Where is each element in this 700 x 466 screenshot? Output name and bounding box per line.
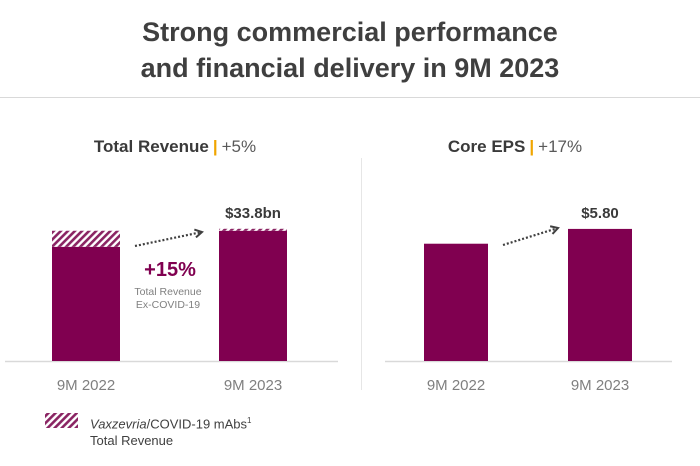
revenue-arrow bbox=[134, 232, 202, 248]
pipe-separator: | bbox=[529, 137, 535, 156]
legend-name-line-2: Total Revenue bbox=[90, 433, 174, 449]
annotation-value: +15% bbox=[144, 259, 196, 281]
eps-bar bbox=[568, 228, 632, 361]
revenue-x-tick: 9M 2023 bbox=[224, 377, 282, 394]
revenue-bar-core bbox=[219, 230, 287, 361]
eps-arrow bbox=[502, 228, 558, 247]
annotation-line-1: Total Revenue bbox=[134, 286, 201, 298]
revenue-bar-core bbox=[52, 246, 120, 361]
revenue-heading: Total Revenue | +5% bbox=[0, 137, 350, 157]
eps-data-label: $5.80 bbox=[581, 205, 619, 222]
panel-divider bbox=[361, 158, 362, 390]
pipe-separator: | bbox=[212, 137, 218, 156]
annotation-line-2: Ex-COVID-19 bbox=[136, 299, 200, 311]
title-line-1: Strong commercial performance bbox=[142, 17, 558, 47]
title-divider bbox=[0, 97, 700, 98]
title-line-2: and financial delivery in 9M 2023 bbox=[140, 53, 560, 83]
revenue-bar-covid bbox=[219, 228, 287, 231]
eps-x-tick: 9M 2022 bbox=[427, 377, 485, 394]
eps-heading-title: Core EPS bbox=[447, 137, 526, 156]
legend-footnote: 1 bbox=[247, 416, 252, 425]
legend-label: Vaxzevria/COVID-19 mAbs1 Total Revenue bbox=[90, 412, 251, 449]
revenue-bar-covid bbox=[52, 230, 120, 247]
eps-x-tick: 9M 2023 bbox=[571, 377, 629, 394]
revenue-data-label: $33.8bn bbox=[225, 205, 281, 222]
revenue-growth: +5% bbox=[221, 137, 257, 156]
eps-growth: +17% bbox=[538, 137, 583, 156]
legend-hatched-swatch bbox=[45, 413, 78, 428]
slide-title: Strong commercial performance and financ… bbox=[0, 14, 700, 86]
revenue-x-tick: 9M 2022 bbox=[57, 377, 115, 394]
eps-heading: Core EPS | +17% bbox=[340, 137, 690, 157]
revenue-heading-title: Total Revenue bbox=[93, 137, 209, 156]
eps-bar bbox=[424, 243, 488, 361]
legend-italic-name: Vaxzevria bbox=[90, 416, 147, 432]
legend-name: /COVID-19 mAbs bbox=[146, 416, 248, 432]
